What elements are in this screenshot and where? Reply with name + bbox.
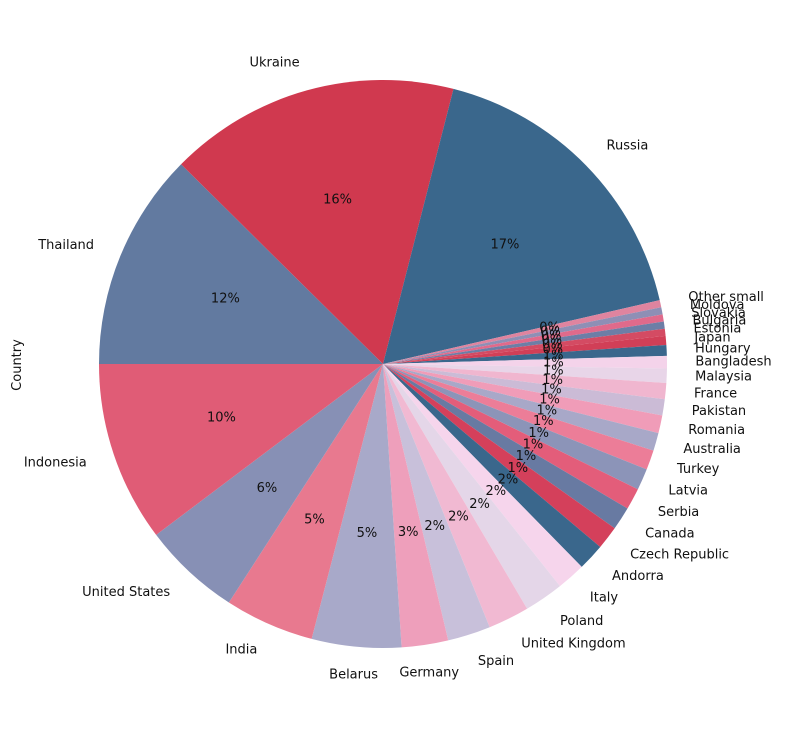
pie-slice-united-kingdom xyxy=(383,364,528,628)
pct-label: 10% xyxy=(207,411,236,426)
pie-slice-australia xyxy=(383,364,659,451)
slice-label: United States xyxy=(82,585,170,600)
pie-slice-malaysia xyxy=(383,364,667,384)
pie-slice-thailand xyxy=(99,164,383,364)
pie-slice-serbia xyxy=(383,364,638,509)
pie-slices xyxy=(99,80,667,648)
pie-slice-turkey xyxy=(383,364,654,470)
pie-slice-bangladesh xyxy=(383,355,667,369)
pie-slice-indonesia xyxy=(99,364,383,535)
pct-label: 2% xyxy=(469,497,490,512)
pie-slice-india xyxy=(228,364,383,639)
pie-slice-other-small xyxy=(383,300,662,364)
pct-label: 6% xyxy=(257,481,278,496)
slice-label: Other small xyxy=(688,290,764,305)
pct-label: 2% xyxy=(486,484,507,499)
pct-label: 0% xyxy=(542,342,563,357)
slice-label: Belarus xyxy=(329,668,378,683)
pie-slice-poland xyxy=(383,364,560,609)
pie-slice-andorra xyxy=(383,364,601,567)
slice-label: Australia xyxy=(683,442,741,457)
slice-label: Moldova xyxy=(690,298,745,313)
pct-label: 0% xyxy=(541,333,562,348)
pie-slice-ukraine xyxy=(181,80,454,364)
pct-label: 1% xyxy=(528,426,549,441)
pie-slice-hungary xyxy=(383,344,667,364)
pct-label: 1% xyxy=(533,414,554,429)
slice-label: Thailand xyxy=(37,238,94,253)
pct-label: 0% xyxy=(539,320,560,335)
pct-label: 1% xyxy=(507,461,528,476)
pie-slice-france xyxy=(383,364,667,400)
slice-label: Turkey xyxy=(676,462,720,477)
slice-label: Malaysia xyxy=(695,369,752,384)
pct-label: 1% xyxy=(543,348,564,363)
pct-label: 1% xyxy=(543,355,564,370)
pct-label: 1% xyxy=(542,373,563,388)
y-axis-label: Country xyxy=(10,339,25,391)
pie-slice-canada xyxy=(383,364,628,529)
slice-label: Hungary xyxy=(695,342,751,357)
pct-label: 0% xyxy=(541,329,562,344)
pie-slice-pakistan xyxy=(383,364,665,416)
pie-slice-czech-republic xyxy=(383,364,615,547)
pct-label: 1% xyxy=(543,364,564,379)
pie-slice-slovakia xyxy=(383,314,664,364)
slice-label: Canada xyxy=(645,526,694,541)
pie-slice-spain xyxy=(383,364,490,641)
pct-label: 1% xyxy=(541,383,562,398)
pct-label: 0% xyxy=(542,337,563,352)
slice-label: France xyxy=(694,386,737,401)
pct-label: 1% xyxy=(537,403,558,418)
pie-slice-romania xyxy=(383,364,663,434)
slice-label: Spain xyxy=(478,654,514,669)
slice-label: Japan xyxy=(693,331,730,346)
slice-label: United Kingdom xyxy=(521,637,625,652)
pie-slice-latvia xyxy=(383,364,647,490)
pie-slice-estonia xyxy=(383,328,666,364)
slice-label: Czech Republic xyxy=(630,548,729,563)
pie-slice-japan xyxy=(383,335,667,364)
slice-label: Romania xyxy=(688,423,745,438)
pct-label: 16% xyxy=(323,192,352,207)
slice-label: Bulgaria xyxy=(692,314,746,329)
pie-slice-bulgaria xyxy=(383,321,665,364)
pie-slice-russia xyxy=(383,88,660,364)
pct-label: 1% xyxy=(539,393,560,408)
pie-slice-germany xyxy=(383,364,449,648)
slice-label: Russia xyxy=(607,138,649,153)
slice-label: India xyxy=(225,643,257,658)
percentage-labels: 12%16%17%0%0%0%0%0%0%1%1%1%1%1%1%1%1%1%1… xyxy=(207,192,564,541)
pie-slice-moldova xyxy=(383,307,663,364)
slice-label: Latvia xyxy=(668,484,708,499)
pie-slice-italy xyxy=(383,364,582,587)
pct-label: 2% xyxy=(424,519,445,534)
slice-label: Bangladesh xyxy=(695,355,771,370)
pct-label: 1% xyxy=(516,449,537,464)
pct-label: 2% xyxy=(498,472,519,487)
pie-slice-united-states xyxy=(156,364,383,603)
slice-label: Poland xyxy=(560,614,603,629)
pct-label: 12% xyxy=(211,292,240,307)
slice-label: Serbia xyxy=(658,505,699,520)
slice-label: Indonesia xyxy=(24,456,87,471)
slice-label: Italy xyxy=(590,591,619,606)
pct-label: 0% xyxy=(540,325,561,340)
pct-label: 2% xyxy=(448,509,469,524)
slice-label: Germany xyxy=(399,665,459,680)
pie-slice-belarus xyxy=(311,364,402,648)
slice-label: Ukraine xyxy=(249,55,299,70)
slice-label: Slovakia xyxy=(691,306,746,321)
slice-label: Andorra xyxy=(612,569,664,584)
pct-label: 5% xyxy=(357,526,378,541)
pct-label: 1% xyxy=(523,438,544,453)
slice-label: Pakistan xyxy=(692,404,746,419)
pct-label: 5% xyxy=(304,513,325,528)
slice-label: Estonia xyxy=(693,322,741,337)
pct-label: 3% xyxy=(398,525,419,540)
pct-label: 17% xyxy=(490,237,519,252)
